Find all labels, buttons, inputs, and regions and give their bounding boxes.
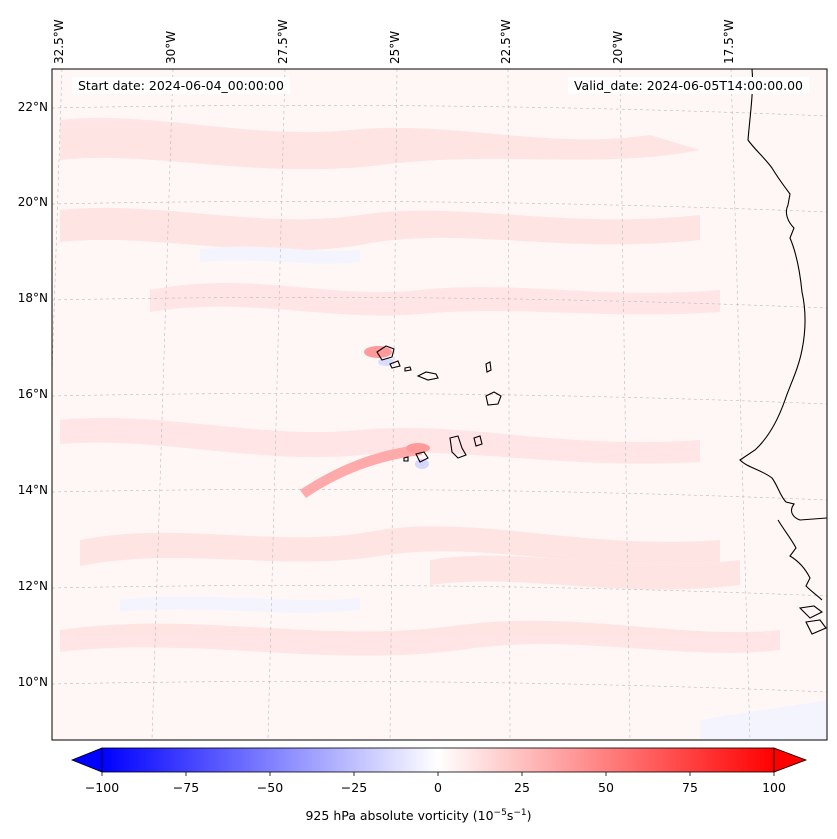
colorbar-tick-label: −100 bbox=[84, 780, 120, 795]
colorbar-ticks bbox=[101, 772, 775, 776]
lat-label-12n: 12°N bbox=[17, 579, 48, 593]
start-date-label: Start date: 2024-06-04_00:00:00 bbox=[72, 77, 290, 94]
colorbar-label: 925 hPa absolute vorticity (10−5s−1) bbox=[305, 808, 532, 824]
lat-label-14n: 14°N bbox=[17, 483, 48, 497]
island-sal bbox=[485, 361, 492, 373]
island-santiago bbox=[449, 435, 467, 459]
lon-label-25w: 25°W bbox=[388, 30, 402, 64]
colorbar-body bbox=[101, 747, 775, 773]
lat-label-20n: 20°N bbox=[17, 195, 48, 209]
colorbar-extend-high bbox=[773, 747, 808, 773]
colorbar-tick-label: 50 bbox=[598, 780, 614, 795]
coastlines bbox=[376, 69, 827, 635]
island-brava bbox=[403, 456, 409, 462]
vorticity-peak-south bbox=[406, 443, 430, 453]
colorbar-tick-label: −75 bbox=[172, 780, 200, 795]
lon-label-32-5w: 32.5°W bbox=[52, 19, 66, 64]
colorbar-tick-label: 25 bbox=[514, 780, 530, 795]
vorticity-peak-north bbox=[364, 346, 392, 358]
vorticity-field bbox=[60, 117, 780, 656]
island-sao-nicolau bbox=[416, 371, 439, 381]
africa-coastline bbox=[739, 69, 827, 521]
vorticity-low-south bbox=[415, 459, 429, 469]
island-santa-luzia bbox=[404, 366, 412, 372]
valid-date-label: Valid_date: 2024-06-05T14:00:00.00 bbox=[567, 77, 809, 94]
lat-label-22n: 22°N bbox=[17, 100, 48, 114]
gridlines bbox=[52, 69, 827, 740]
colorbar-tick-label: 75 bbox=[682, 780, 698, 795]
lat-label-16n: 16°N bbox=[17, 387, 48, 401]
colorbar-tick-label: 0 bbox=[434, 780, 442, 795]
island-sao-vicente bbox=[389, 360, 401, 369]
colorbar-tick-label: 100 bbox=[762, 780, 786, 795]
colorbar-tick-label: −25 bbox=[340, 780, 368, 795]
lat-label-18n: 18°N bbox=[17, 291, 48, 305]
vorticity-wake-high bbox=[300, 445, 422, 498]
lon-label-22-5w: 22.5°W bbox=[499, 19, 513, 64]
lon-label-20w: 20°W bbox=[611, 30, 625, 64]
lon-label-17-5w: 17.5°W bbox=[722, 19, 736, 64]
lon-label-27-5w: 27.5°W bbox=[276, 19, 290, 64]
island-fogo bbox=[415, 451, 429, 463]
island-maio bbox=[473, 435, 483, 447]
colorbar-extend-low bbox=[70, 747, 103, 773]
lat-label-10n: 10°N bbox=[17, 675, 48, 689]
island-boa-vista bbox=[485, 391, 502, 406]
colorbar bbox=[70, 747, 808, 776]
colorbar-tick-label: −50 bbox=[256, 780, 284, 795]
island-santo-antao bbox=[376, 345, 395, 361]
lon-label-30w: 30°W bbox=[164, 30, 178, 64]
map-frame bbox=[51, 68, 828, 741]
